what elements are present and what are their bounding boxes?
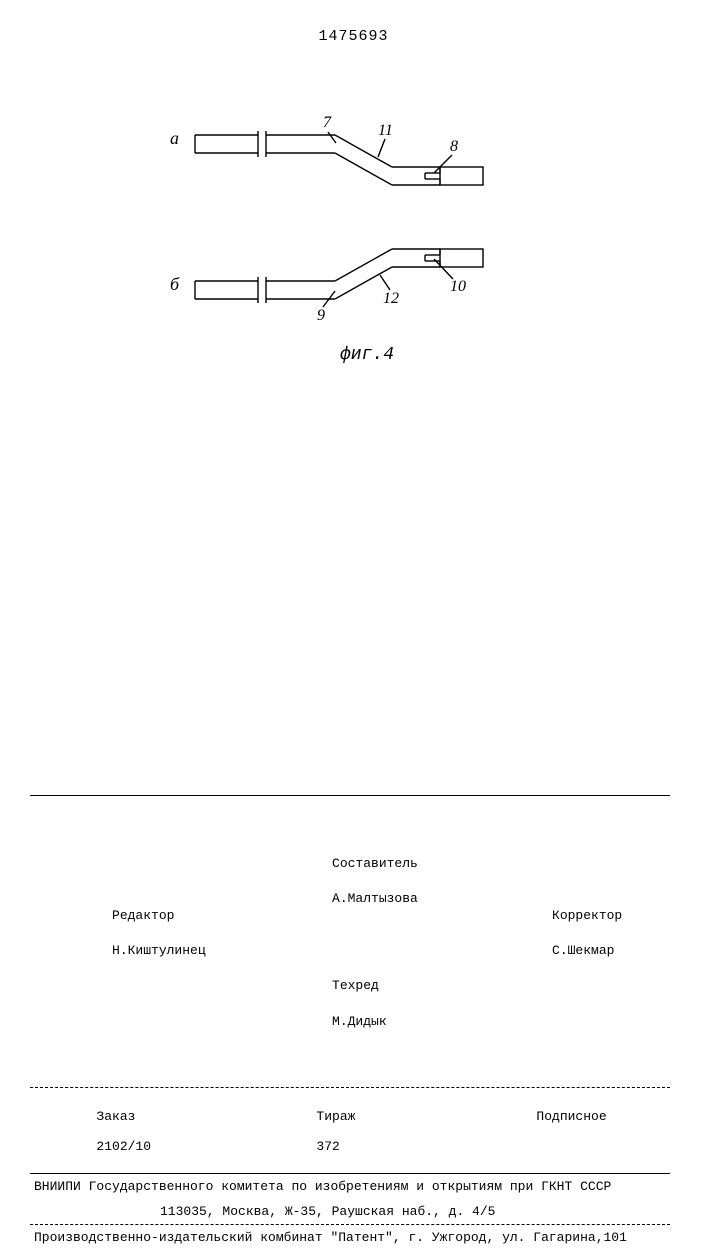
page: 1475693 а [0, 0, 707, 1000]
zakaz-label: Заказ [96, 1109, 135, 1124]
label-8: 8 [450, 138, 458, 155]
corrector-name: С.Шекмар [552, 943, 614, 958]
tirazh-label: Тираж [316, 1109, 355, 1124]
printer-line: Производственно-издательский комбинат "П… [30, 1225, 670, 1250]
techred-name: М.Дидык [332, 1014, 387, 1029]
label-10: 10 [450, 278, 466, 295]
vniipi-line1: ВНИИПИ Государственного комитета по изоб… [30, 1174, 670, 1199]
label-a: а [170, 128, 179, 148]
label-b: б [170, 274, 180, 294]
figure-4: а [140, 95, 540, 345]
tirazh-no: 372 [316, 1139, 339, 1154]
view-b: б [170, 249, 483, 324]
compiler-label: Составитель [332, 856, 418, 871]
patent-number: 1475693 [0, 28, 707, 45]
figure-svg: а [140, 95, 540, 345]
editor-label: Редактор [112, 908, 174, 923]
podpis: Подписное [536, 1109, 606, 1124]
label-7: 7 [323, 114, 332, 131]
techred-label: Техред [332, 978, 379, 993]
credits-block: Редактор Н.Киштулинец Составитель А.Малт… [30, 795, 670, 1250]
view-a: а [170, 114, 483, 185]
label-9: 9 [317, 307, 325, 324]
label-12: 12 [383, 290, 399, 307]
vniipi-line2: 113035, Москва, Ж-35, Раушская наб., д. … [30, 1199, 670, 1224]
label-11: 11 [378, 122, 393, 139]
corrector-label: Корректор [552, 908, 622, 923]
zakaz-no: 2102/10 [96, 1139, 151, 1154]
editor-name: Н.Киштулинец [112, 943, 206, 958]
compiler-name: А.Малтызова [332, 891, 418, 906]
figure-caption: фиг.4 [340, 345, 394, 365]
